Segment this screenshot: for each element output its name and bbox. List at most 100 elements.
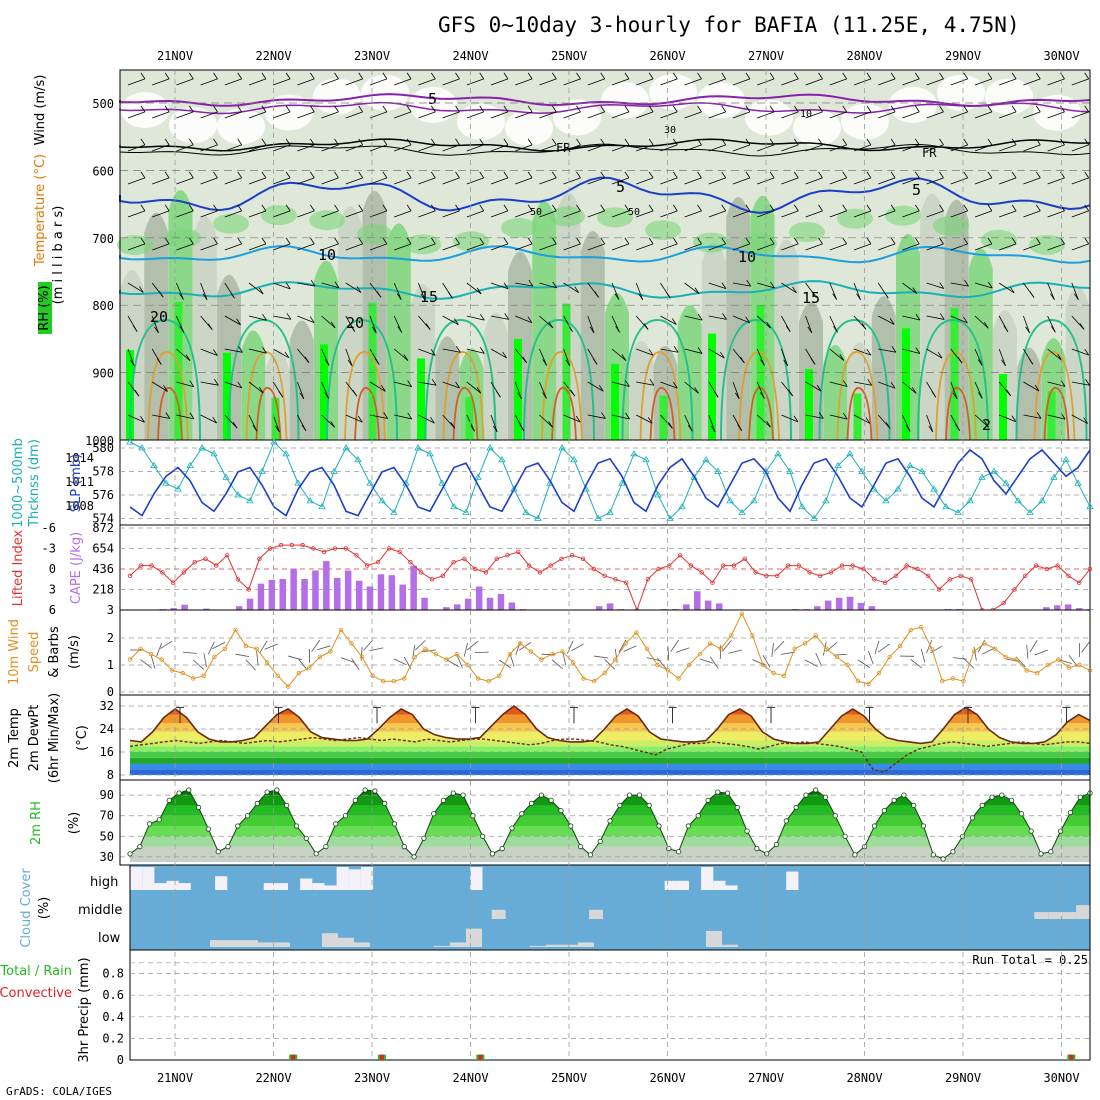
wind-barb (321, 210, 339, 218)
wind-barb (1071, 381, 1090, 386)
wind10-speed-point (686, 662, 692, 668)
wind-barb (853, 111, 872, 119)
wind-barb (248, 348, 267, 354)
wind-barb (152, 243, 170, 251)
cape-tick-654: 654 (92, 542, 114, 556)
wind-barb (321, 177, 339, 185)
wind-barb-feather (983, 321, 989, 329)
wind10-speed-point (381, 679, 386, 684)
wind-barb-feather (236, 318, 241, 325)
wind-barb (611, 414, 630, 420)
wind-barb (515, 111, 533, 119)
wind-barb (394, 111, 412, 119)
wind-barb (224, 315, 241, 326)
wind-barb (660, 381, 678, 389)
wind-barb (515, 177, 533, 185)
cape-bar (290, 568, 297, 610)
wind-barb-feather (188, 204, 194, 212)
wind-barb-feather (285, 171, 291, 179)
thickness-point (510, 485, 518, 492)
credit: GrADS: COLA/IGES (6, 1085, 112, 1098)
thickness-point (534, 514, 542, 521)
rh2m-point (215, 849, 221, 855)
wind10-speed-point (412, 654, 417, 660)
rh-band (130, 836, 1090, 847)
wind-barb-feather (479, 105, 485, 113)
wind-barb-feather (504, 313, 510, 320)
wind-barb-feather (721, 171, 727, 179)
wind-barb-feather (673, 346, 679, 353)
wind-barb-feather (624, 237, 630, 245)
wind-barb (902, 348, 920, 354)
wind-barb (127, 177, 146, 185)
cloud-high-bar (275, 883, 288, 890)
wind10-barb (1068, 654, 1078, 667)
wind10-barb (363, 639, 373, 651)
cloud-high-bar (348, 869, 361, 890)
wind-barb (369, 315, 377, 334)
wind-barb-feather (1085, 379, 1090, 386)
wind-barb-feather (672, 204, 678, 212)
wind-barb (321, 414, 335, 428)
wind10-barb (774, 640, 785, 652)
wind10-barb (877, 643, 890, 653)
wind10-barb (393, 658, 407, 666)
wind-barb (999, 210, 1017, 218)
wind-barb (902, 144, 920, 152)
rh-dry-patch (985, 78, 1033, 115)
wind-barb (732, 282, 751, 287)
wind-barb-feather (694, 287, 700, 294)
thickness-point (486, 444, 494, 451)
thickness-point (846, 450, 854, 457)
wind-barb-feather (1057, 354, 1062, 361)
wind-barb-feather (839, 354, 845, 361)
wind-barb-feather (213, 138, 218, 146)
cape-tick-436: 436 (92, 562, 114, 576)
lifted-index-point (850, 563, 855, 568)
wind-barb-feather (134, 390, 140, 397)
thickness-point (222, 473, 230, 480)
wind-barb-feather (304, 356, 310, 363)
wind-barb-feather (382, 105, 388, 113)
wind-barb (297, 78, 315, 86)
lifted-index-point (127, 573, 133, 578)
contour-label-50: 50 (530, 207, 542, 218)
wind-barb (732, 243, 751, 251)
wind10-barb (541, 653, 556, 656)
wind-barb-feather (140, 416, 145, 423)
wind-barb-feather (816, 384, 822, 392)
wind-barb-feather (861, 323, 867, 330)
cloud-level-low: low (98, 931, 121, 946)
thickness-point (1074, 479, 1082, 486)
lifted-index-point (893, 573, 898, 578)
wind-barb (418, 78, 436, 86)
wind10-barb (256, 651, 259, 666)
cape-bar (1043, 607, 1050, 610)
thickness-point (774, 450, 782, 457)
cape-bar (606, 603, 614, 610)
wind-barb-feather (551, 105, 557, 113)
wind-barb-feather (309, 171, 315, 179)
thickness-point (246, 497, 254, 504)
li-tick--6: -6 (42, 521, 56, 535)
wind-barb-feather (503, 282, 509, 289)
wind10-barb (160, 640, 173, 649)
wind10-grid: 210 (107, 631, 1090, 699)
wind10-speed-point (201, 673, 206, 678)
wind-barb-feather (1051, 326, 1056, 333)
top-date-24NOV: 24NOV (452, 49, 488, 63)
wind10-speed-point (866, 681, 871, 687)
wind-barb-feather (963, 204, 969, 212)
wind-barb-feather (382, 72, 388, 80)
wind-barb-feather (551, 72, 557, 80)
rh2m-point (489, 851, 495, 857)
rh-green-patch (453, 231, 489, 252)
wind-barb-feather (832, 293, 837, 300)
wind-barb-feather (164, 105, 170, 113)
wind-barb (611, 210, 630, 218)
wind10-barb (1081, 640, 1091, 653)
thickness-point (678, 502, 686, 510)
wind-barb-feather (382, 204, 388, 212)
wind-barb-feather (374, 358, 380, 365)
